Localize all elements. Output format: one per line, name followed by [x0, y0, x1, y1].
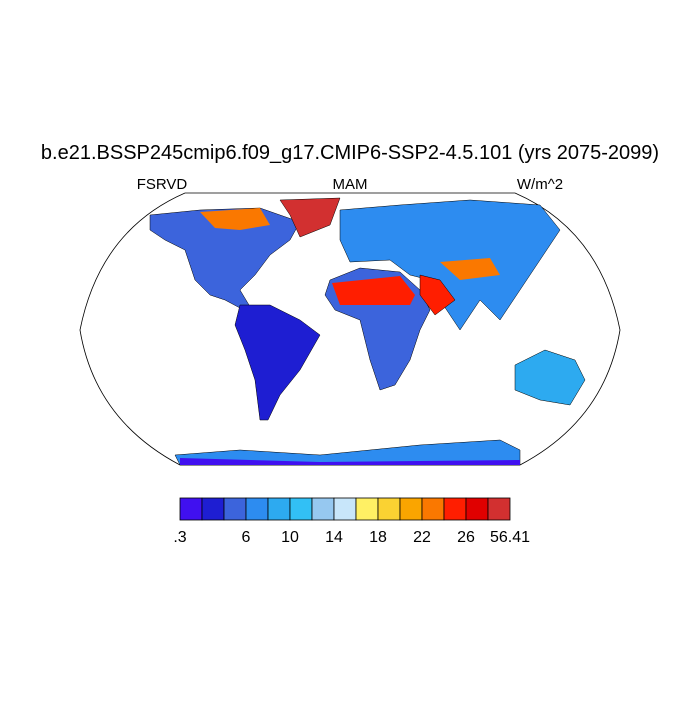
colorbar: .3 6 10 14 18 22 26 56.41 — [173, 497, 530, 546]
colorbar-box — [421, 497, 445, 521]
title: b.e21.BSSP245cmip6.f09_g17.CMIP6-SSP2-4.… — [41, 142, 659, 164]
colorbar-box — [443, 497, 467, 521]
colorbar-label: 26 — [457, 529, 475, 546]
greenland — [279, 197, 341, 238]
colorbar-label: .3 — [173, 529, 186, 546]
south-america — [234, 304, 321, 421]
colorbar-box — [377, 497, 401, 521]
colorbar-box — [289, 497, 313, 521]
colorbar-box — [223, 497, 247, 521]
tibet — [440, 258, 500, 280]
colorbar-label: 18 — [369, 529, 387, 546]
colorbar-box — [487, 497, 511, 521]
colorbar-box — [245, 497, 269, 521]
colorbar-box — [267, 497, 291, 521]
arctic-canada — [200, 208, 270, 230]
season-label: MAM — [333, 176, 368, 193]
colorbar-box — [333, 497, 357, 521]
colorbar-label: 22 — [413, 529, 431, 546]
antarctic-coast — [180, 458, 520, 465]
colorbar-label: 56.41 — [490, 529, 530, 546]
colorbar-box — [179, 497, 203, 521]
colorbar-box — [399, 497, 423, 521]
colorbar-box — [355, 497, 379, 521]
australia — [514, 349, 586, 406]
colorbar-label: 14 — [325, 529, 343, 546]
colorbar-box — [201, 497, 225, 521]
arabia — [419, 274, 456, 316]
variable-label: FSRVD — [137, 176, 188, 193]
colorbar-label: 6 — [242, 529, 251, 546]
sahara — [332, 276, 415, 305]
colorbar-box — [311, 497, 335, 521]
colorbar-box — [465, 497, 489, 521]
units-label: W/m^2 — [517, 176, 563, 193]
colorbar-label: 10 — [281, 529, 299, 546]
map — [79, 192, 621, 466]
